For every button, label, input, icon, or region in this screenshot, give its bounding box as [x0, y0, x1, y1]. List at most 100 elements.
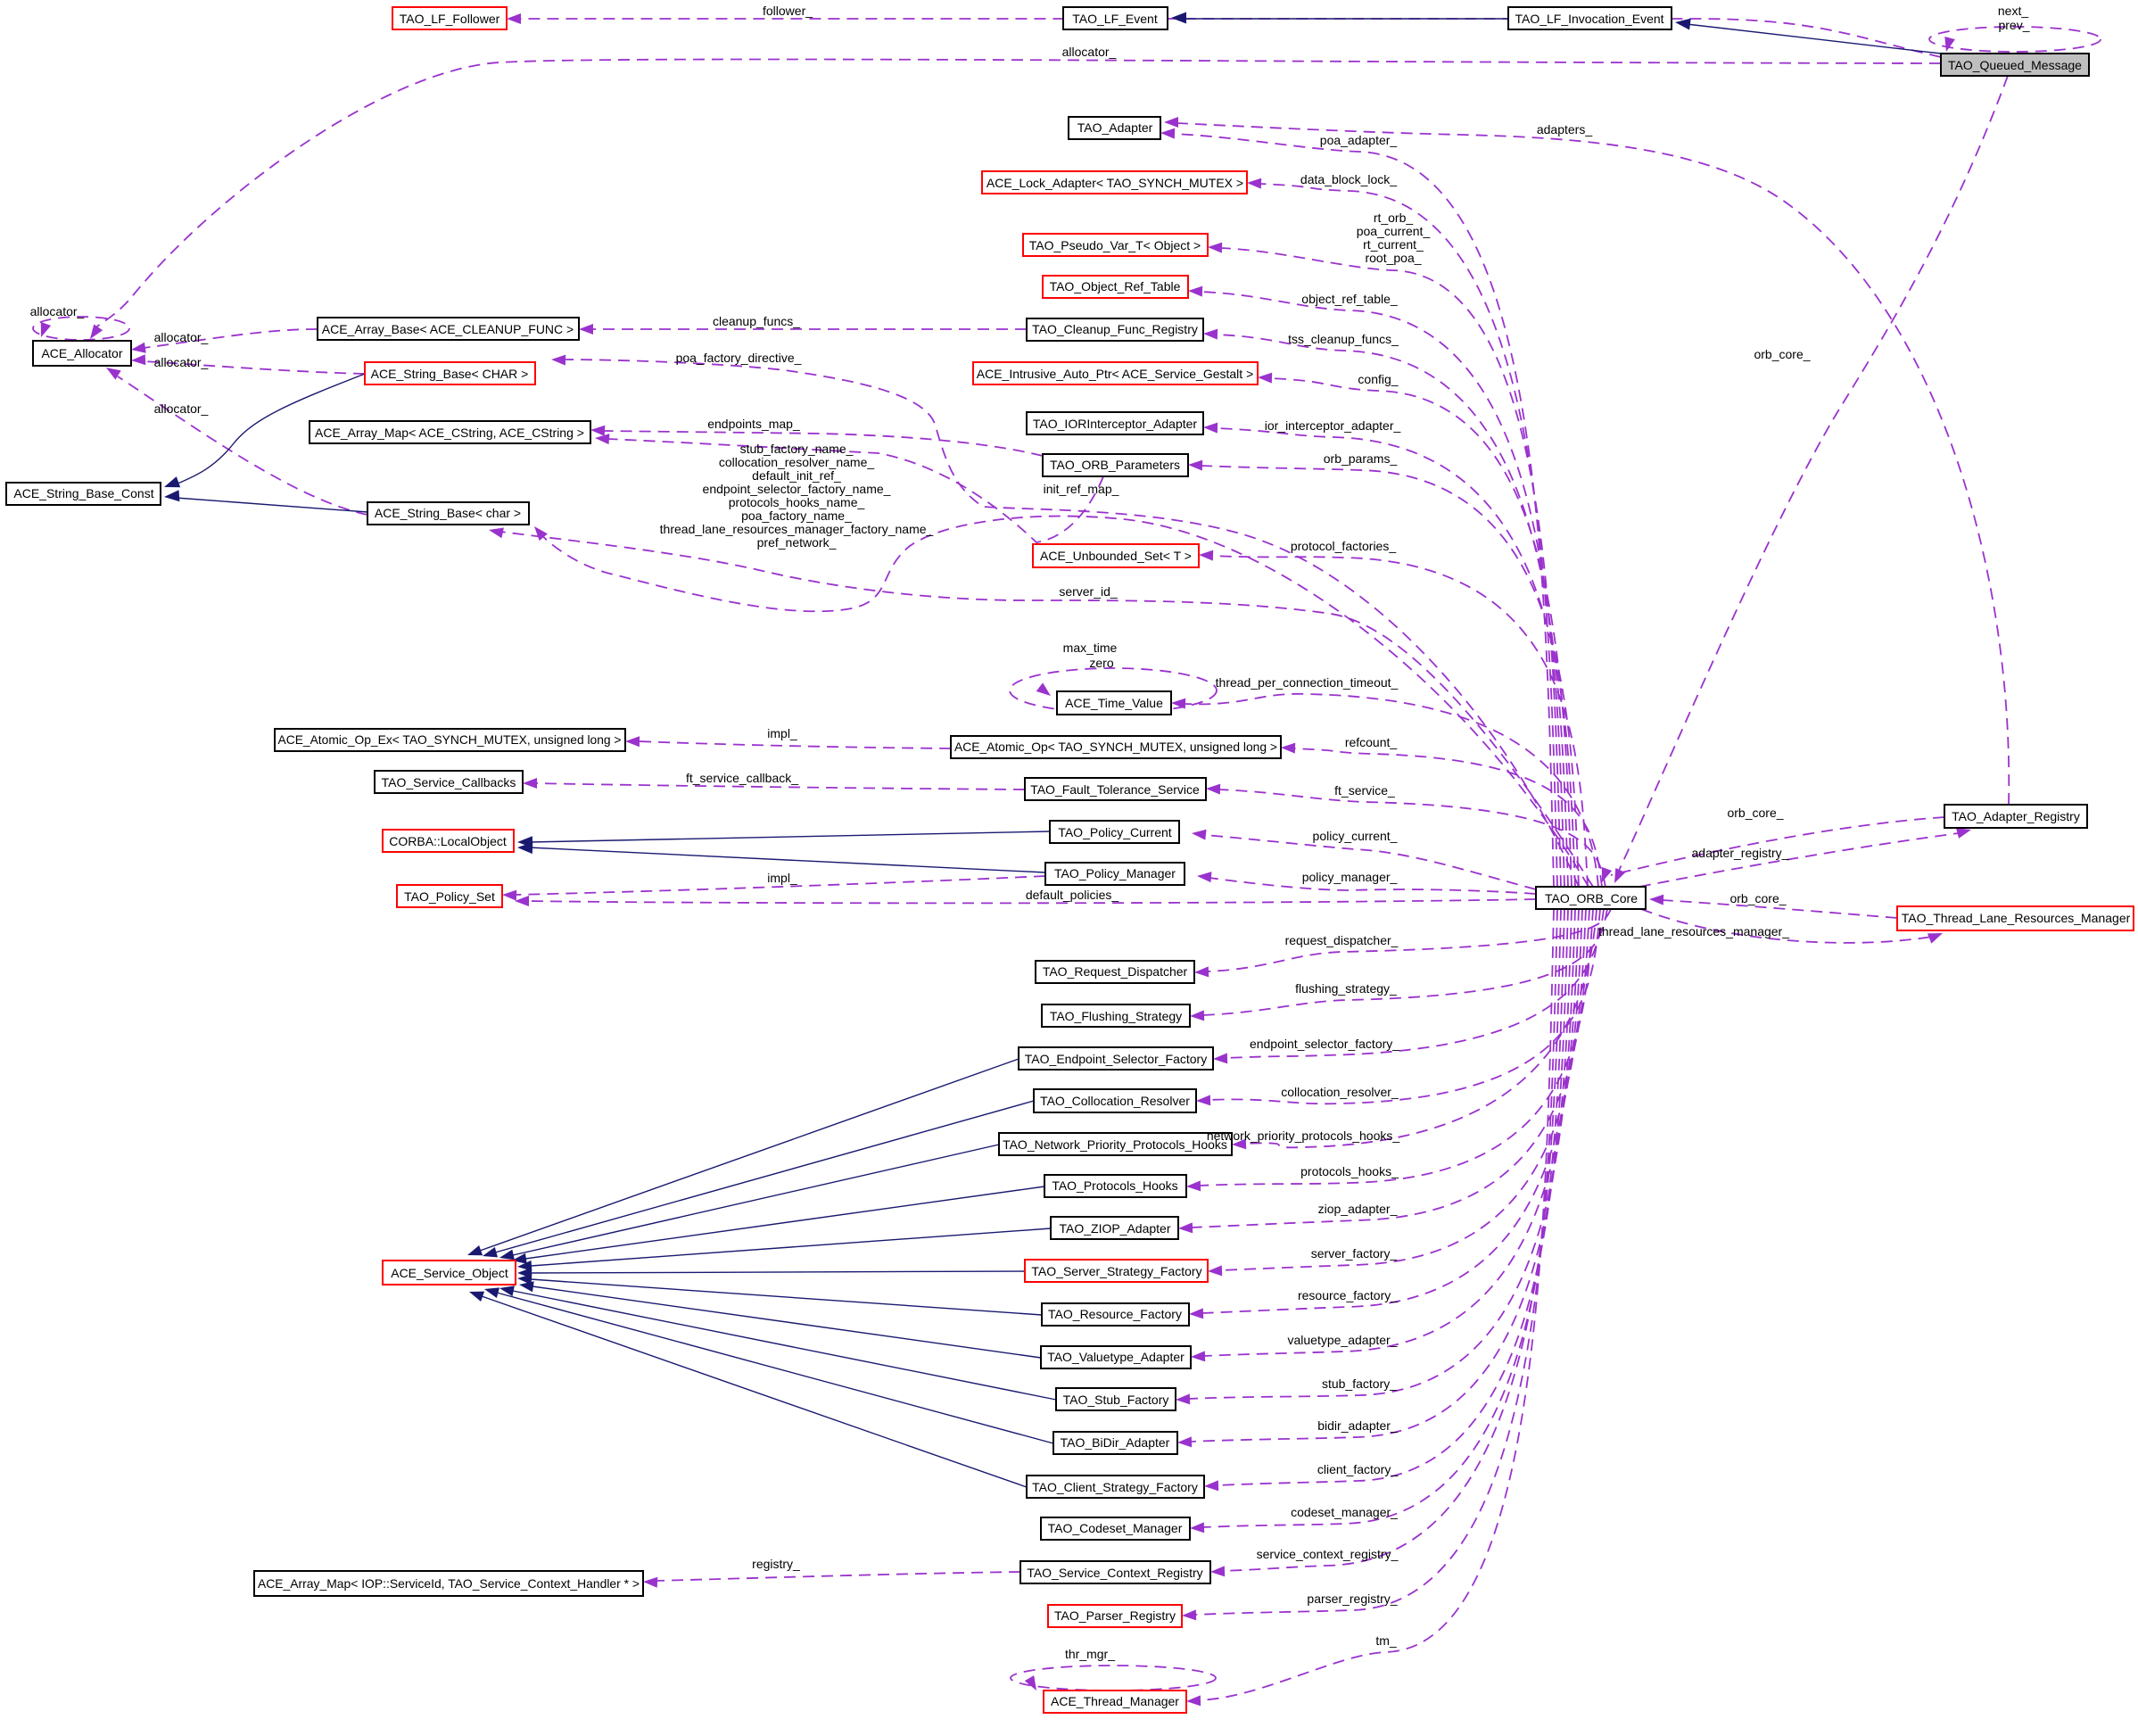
svg-text:poa_current_: poa_current_ — [1357, 224, 1431, 238]
svg-text:next_: next_ — [1998, 4, 2028, 18]
svg-text:policy_manager_: policy_manager_ — [1302, 870, 1398, 884]
svg-text:TAO_Server_Strategy_Factory: TAO_Server_Strategy_Factory — [1031, 1264, 1201, 1278]
svg-text:default_init_ref_: default_init_ref_ — [752, 468, 841, 483]
svg-text:server_id_: server_id_ — [1059, 584, 1118, 599]
svg-text:adapter_registry_: adapter_registry_ — [1692, 846, 1789, 860]
svg-text:TAO_LF_Follower: TAO_LF_Follower — [400, 12, 500, 26]
svg-text:endpoints_map_: endpoints_map_ — [707, 417, 800, 431]
svg-text:ACE_String_Base< CHAR >: ACE_String_Base< CHAR > — [371, 367, 529, 381]
svg-text:object_ref_table_: object_ref_table_ — [1301, 292, 1398, 306]
svg-text:valuetype_adapter_: valuetype_adapter_ — [1288, 1333, 1398, 1347]
svg-text:stub_factory_: stub_factory_ — [1322, 1376, 1397, 1391]
svg-text:refcount_: refcount_ — [1345, 735, 1398, 749]
svg-text:poa_factory_name_: poa_factory_name_ — [741, 508, 852, 523]
svg-text:allocator_: allocator_ — [1062, 45, 1117, 59]
svg-text:server_factory_: server_factory_ — [1311, 1246, 1398, 1261]
svg-text:ft_service_callback_: ft_service_callback_ — [686, 771, 798, 785]
svg-text:TAO_Pseudo_Var_T< Object >: TAO_Pseudo_Var_T< Object > — [1029, 238, 1201, 252]
svg-text:adapters_: adapters_ — [1537, 122, 1592, 136]
svg-text:data_block_lock_: data_block_lock_ — [1300, 172, 1397, 186]
svg-text:ACE_Time_Value: ACE_Time_Value — [1065, 696, 1163, 710]
svg-text:protocols_hooks_name_: protocols_hooks_name_ — [729, 495, 865, 509]
svg-text:client_factory_: client_factory_ — [1317, 1462, 1398, 1476]
svg-text:root_poa_: root_poa_ — [1365, 251, 1421, 265]
svg-text:allocator_: allocator_ — [154, 330, 209, 344]
svg-text:TAO_Cleanup_Func_Registry: TAO_Cleanup_Func_Registry — [1032, 322, 1198, 336]
svg-text:TAO_Object_Ref_Table: TAO_Object_Ref_Table — [1050, 279, 1181, 293]
svg-text:TAO_Fault_Tolerance_Service: TAO_Fault_Tolerance_Service — [1030, 782, 1200, 797]
svg-text:ACE_Intrusive_Auto_Ptr< ACE_Se: ACE_Intrusive_Auto_Ptr< ACE_Service_Gest… — [977, 367, 1254, 381]
svg-text:parser_registry_: parser_registry_ — [1307, 1591, 1397, 1606]
svg-text:bidir_adapter_: bidir_adapter_ — [1317, 1418, 1398, 1433]
svg-text:request_dispatcher_: request_dispatcher_ — [1285, 933, 1399, 947]
svg-text:ACE_Atomic_Op_Ex< TAO_SYNCH_MU: ACE_Atomic_Op_Ex< TAO_SYNCH_MUTEX, unsig… — [278, 732, 622, 747]
svg-text:rt_current_: rt_current_ — [1363, 237, 1424, 252]
svg-text:orb_core_: orb_core_ — [1729, 891, 1786, 905]
svg-text:TAO_BiDir_Adapter: TAO_BiDir_Adapter — [1061, 1435, 1170, 1450]
svg-text:thread_lane_resources_manager_: thread_lane_resources_manager_ — [1598, 924, 1789, 938]
svg-text:service_context_registry_: service_context_registry_ — [1257, 1547, 1399, 1561]
svg-text:zero: zero — [1089, 656, 1113, 670]
svg-text:TAO_Adapter_Registry: TAO_Adapter_Registry — [1952, 809, 2080, 823]
svg-text:ACE_Allocator: ACE_Allocator — [41, 346, 122, 360]
svg-text:protocol_factories_: protocol_factories_ — [1291, 539, 1397, 553]
svg-text:ior_interceptor_adapter_: ior_interceptor_adapter_ — [1265, 418, 1401, 433]
svg-text:ACE_String_Base_Const: ACE_String_Base_Const — [13, 486, 153, 500]
svg-text:TAO_ORB_Core: TAO_ORB_Core — [1545, 891, 1638, 905]
svg-text:TAO_Codeset_Manager: TAO_Codeset_Manager — [1048, 1521, 1183, 1535]
svg-text:impl_: impl_ — [767, 871, 797, 885]
svg-text:allocator_: allocator_ — [154, 401, 209, 416]
svg-text:TAO_Stub_Factory: TAO_Stub_Factory — [1063, 1393, 1169, 1407]
svg-text:TAO_Policy_Set: TAO_Policy_Set — [404, 889, 495, 904]
svg-text:pref_network_: pref_network_ — [757, 535, 837, 550]
svg-text:ACE_Atomic_Op< TAO_SYNCH_MUTEX: ACE_Atomic_Op< TAO_SYNCH_MUTEX, unsigned… — [954, 740, 1277, 754]
svg-text:orb_params_: orb_params_ — [1324, 451, 1398, 466]
svg-text:TAO_ZIOP_Adapter: TAO_ZIOP_Adapter — [1059, 1221, 1170, 1236]
svg-text:collocation_resolver_: collocation_resolver_ — [1281, 1085, 1399, 1099]
svg-text:orb_core_: orb_core_ — [1727, 806, 1783, 820]
svg-text:ziop_adapter_: ziop_adapter_ — [1318, 1202, 1398, 1216]
svg-text:codeset_manager_: codeset_manager_ — [1291, 1505, 1398, 1519]
svg-text:endpoint_selector_factory_name: endpoint_selector_factory_name_ — [703, 482, 891, 496]
svg-text:ACE_String_Base< char >: ACE_String_Base< char > — [375, 506, 521, 520]
svg-text:endpoint_selector_factory_: endpoint_selector_factory_ — [1250, 1037, 1399, 1051]
svg-text:TAO_Queued_Message: TAO_Queued_Message — [1948, 58, 2082, 72]
svg-text:ACE_Lock_Adapter< TAO_SYNCH_MU: ACE_Lock_Adapter< TAO_SYNCH_MUTEX > — [986, 176, 1243, 190]
svg-text:prev_: prev_ — [1998, 18, 2029, 32]
svg-text:impl_: impl_ — [767, 726, 797, 740]
svg-text:ACE_Array_Base< ACE_CLEANUP_FU: ACE_Array_Base< ACE_CLEANUP_FUNC > — [322, 322, 574, 336]
svg-text:TAO_Network_Priority_Protocols: TAO_Network_Priority_Protocols_Hooks — [1003, 1137, 1227, 1152]
svg-text:TAO_Policy_Current: TAO_Policy_Current — [1058, 825, 1171, 839]
svg-text:init_ref_map_: init_ref_map_ — [1044, 482, 1119, 496]
svg-text:orb_core_: orb_core_ — [1754, 347, 1810, 361]
svg-text:ACE_Service_Object: ACE_Service_Object — [391, 1266, 508, 1280]
svg-text:registry_: registry_ — [752, 1557, 800, 1571]
svg-text:TAO_LF_Event: TAO_LF_Event — [1072, 12, 1158, 26]
svg-text:thr_mgr_: thr_mgr_ — [1065, 1647, 1115, 1661]
svg-text:ACE_Array_Map< ACE_CString, AC: ACE_Array_Map< ACE_CString, ACE_CString … — [315, 426, 584, 440]
svg-text:thread_per_connection_timeout_: thread_per_connection_timeout_ — [1216, 675, 1399, 690]
svg-text:protocols_hooks_: protocols_hooks_ — [1300, 1164, 1399, 1178]
svg-text:TAO_Service_Callbacks: TAO_Service_Callbacks — [382, 775, 516, 789]
svg-text:tss_cleanup_funcs_: tss_cleanup_funcs_ — [1288, 332, 1399, 346]
svg-text:follower_: follower_ — [763, 4, 813, 18]
svg-text:network_priority_protocols_hoo: network_priority_protocols_hooks_ — [1207, 1128, 1400, 1143]
svg-text:TAO_LF_Invocation_Event: TAO_LF_Invocation_Event — [1515, 12, 1663, 26]
svg-text:ACE_Thread_Manager: ACE_Thread_Manager — [1051, 1694, 1179, 1708]
svg-text:thread_lane_resources_manager_: thread_lane_resources_manager_factory_na… — [660, 522, 934, 536]
svg-text:config_: config_ — [1358, 372, 1398, 386]
svg-text:TAO_Service_Context_Registry: TAO_Service_Context_Registry — [1027, 1566, 1202, 1580]
svg-text:TAO_Collocation_Resolver: TAO_Collocation_Resolver — [1040, 1094, 1190, 1108]
svg-text:default_policies_: default_policies_ — [1026, 888, 1119, 902]
svg-text:stub_factory_name_: stub_factory_name_ — [740, 442, 854, 456]
svg-text:ACE_Array_Map< IOP::ServiceId,: ACE_Array_Map< IOP::ServiceId, TAO_Servi… — [258, 1576, 640, 1591]
svg-text:tm_: tm_ — [1375, 1633, 1397, 1648]
svg-text:TAO_Thread_Lane_Resources_Mana: TAO_Thread_Lane_Resources_Manager — [1902, 911, 2131, 925]
svg-text:TAO_Valuetype_Adapter: TAO_Valuetype_Adapter — [1047, 1350, 1185, 1364]
svg-text:TAO_Flushing_Strategy: TAO_Flushing_Strategy — [1050, 1009, 1182, 1023]
svg-text:ft_service_: ft_service_ — [1334, 783, 1395, 798]
svg-text:TAO_Adapter: TAO_Adapter — [1077, 120, 1153, 135]
svg-text:TAO_Endpoint_Selector_Factory: TAO_Endpoint_Selector_Factory — [1025, 1052, 1207, 1066]
svg-text:TAO_IORInterceptor_Adapter: TAO_IORInterceptor_Adapter — [1033, 417, 1197, 431]
svg-text:cleanup_funcs_: cleanup_funcs_ — [713, 314, 800, 328]
